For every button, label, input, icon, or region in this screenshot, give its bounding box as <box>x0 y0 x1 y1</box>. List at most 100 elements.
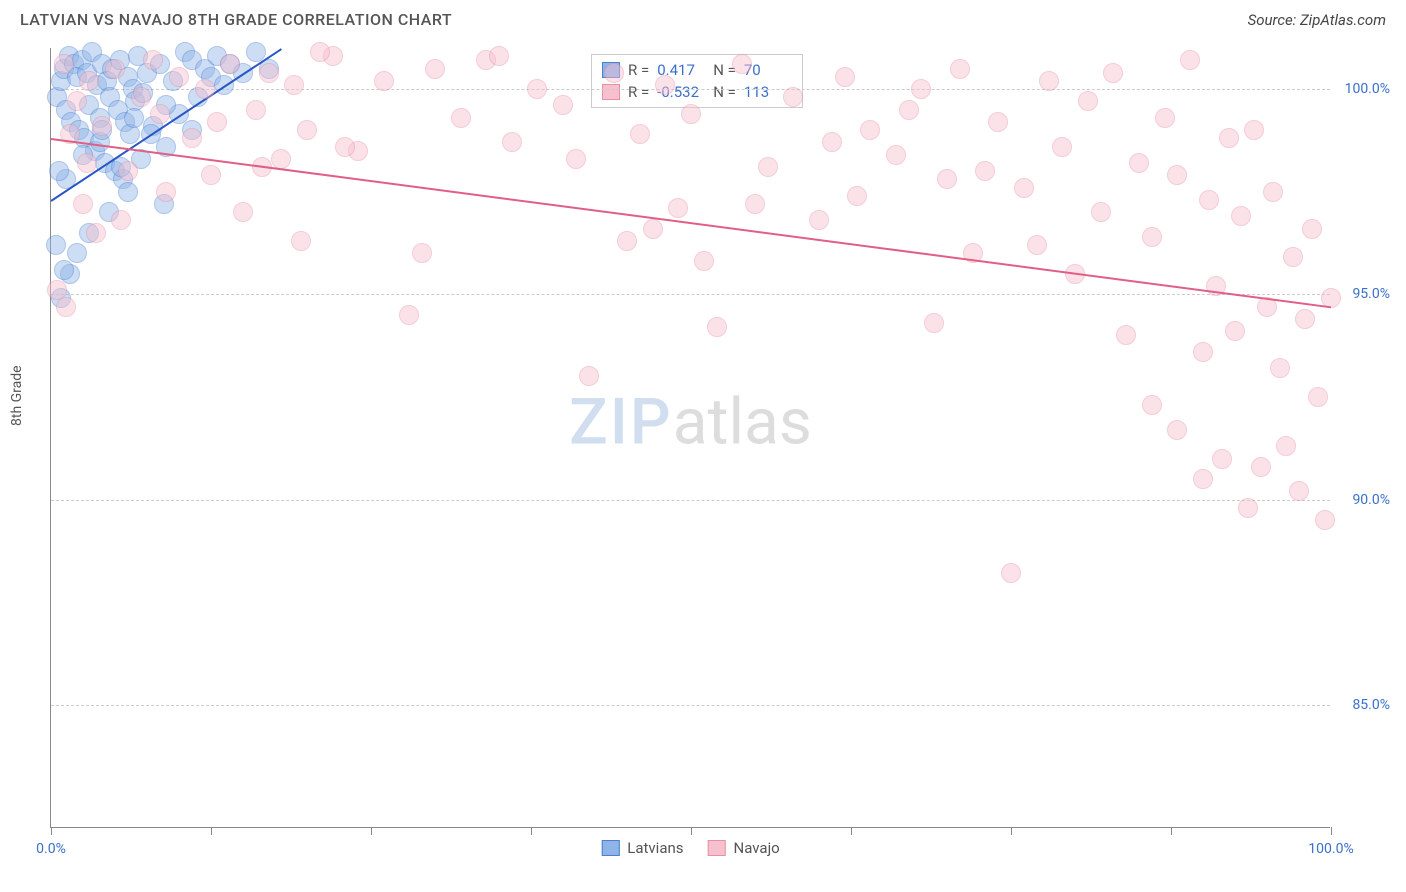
scatter-point <box>49 161 69 181</box>
scatter-point <box>284 75 304 95</box>
scatter-point <box>1283 247 1303 267</box>
watermark: ZIPatlas <box>569 384 812 459</box>
scatter-point <box>988 112 1008 132</box>
scatter-point <box>1315 510 1335 530</box>
scatter-point <box>1244 120 1264 140</box>
legend: LatviansNavajo <box>601 839 779 857</box>
chart-header: LATVIAN VS NAVAJO 8TH GRADE CORRELATION … <box>0 0 1406 35</box>
scatter-point <box>195 79 215 99</box>
scatter-point <box>131 87 151 107</box>
scatter-point <box>1142 227 1162 247</box>
grid-line <box>51 705 1330 706</box>
scatter-point <box>937 169 957 189</box>
grid-line <box>51 294 1330 295</box>
scatter-point <box>291 231 311 251</box>
scatter-point <box>886 145 906 165</box>
y-tick-label: 100.0% <box>1345 81 1390 97</box>
scatter-chart: 8th Grade ZIPatlas R =0.417N =70R =-0.53… <box>50 48 1330 828</box>
scatter-point <box>1091 202 1111 222</box>
scatter-point <box>783 87 803 107</box>
scatter-point <box>758 157 778 177</box>
scatter-point <box>220 54 240 74</box>
x-tick-label: 100.0% <box>1308 841 1353 857</box>
scatter-point <box>604 63 624 83</box>
scatter-point <box>92 116 112 136</box>
scatter-point <box>156 182 176 202</box>
scatter-point <box>975 161 995 181</box>
scatter-point <box>73 194 93 214</box>
scatter-point <box>1078 91 1098 111</box>
scatter-point <box>1167 165 1187 185</box>
legend-item: Latvians <box>601 839 683 857</box>
scatter-point <box>67 91 87 111</box>
stats-row: R =-0.532N =113 <box>602 81 792 103</box>
x-tick <box>1331 827 1332 835</box>
scatter-point <box>111 210 131 230</box>
x-tick <box>691 827 692 835</box>
scatter-point <box>54 260 74 280</box>
scatter-point <box>924 313 944 333</box>
scatter-point <box>46 235 66 255</box>
scatter-point <box>1103 63 1123 83</box>
scatter-point <box>412 243 432 263</box>
scatter-point <box>118 182 138 202</box>
scatter-point <box>553 95 573 115</box>
scatter-point <box>335 137 355 157</box>
x-tick <box>1011 827 1012 835</box>
scatter-point <box>1052 137 1072 157</box>
scatter-point <box>822 132 842 152</box>
y-tick-label: 90.0% <box>1352 492 1390 508</box>
y-axis-label: 8th Grade <box>9 365 25 426</box>
scatter-point <box>86 223 106 243</box>
x-tick <box>531 827 532 835</box>
x-tick <box>371 827 372 835</box>
scatter-point <box>124 108 144 128</box>
scatter-point <box>527 79 547 99</box>
scatter-point <box>207 112 227 132</box>
scatter-point <box>681 104 701 124</box>
scatter-point <box>911 79 931 99</box>
scatter-point <box>1129 153 1149 173</box>
scatter-point <box>425 59 445 79</box>
scatter-point <box>694 251 714 271</box>
scatter-point <box>118 161 138 181</box>
scatter-point <box>835 67 855 87</box>
scatter-point <box>566 149 586 169</box>
legend-swatch <box>708 840 726 856</box>
scatter-point <box>1251 457 1271 477</box>
scatter-point <box>451 108 471 128</box>
x-tick <box>211 827 212 835</box>
grid-line <box>51 89 1330 90</box>
scatter-point <box>1142 395 1162 415</box>
scatter-point <box>169 67 189 87</box>
scatter-point <box>150 104 170 124</box>
scatter-point <box>1231 206 1251 226</box>
scatter-point <box>732 54 752 74</box>
scatter-point <box>297 120 317 140</box>
scatter-point <box>1308 387 1328 407</box>
scatter-point <box>1014 178 1034 198</box>
scatter-point <box>79 71 99 91</box>
y-tick-label: 85.0% <box>1352 697 1390 713</box>
scatter-point <box>67 243 87 263</box>
scatter-point <box>182 128 202 148</box>
x-tick <box>51 827 52 835</box>
scatter-point <box>489 46 509 66</box>
scatter-point <box>259 63 279 83</box>
scatter-point <box>1302 219 1322 239</box>
scatter-point <box>502 132 522 152</box>
grid-line <box>51 500 1330 501</box>
x-tick <box>851 827 852 835</box>
scatter-point <box>1212 449 1232 469</box>
scatter-point <box>56 297 76 317</box>
legend-swatch <box>601 840 619 856</box>
scatter-point <box>579 366 599 386</box>
scatter-point <box>809 210 829 230</box>
scatter-point <box>1155 108 1175 128</box>
scatter-point <box>950 59 970 79</box>
scatter-point <box>310 42 330 62</box>
scatter-point <box>899 100 919 120</box>
chart-source: Source: ZipAtlas.com <box>1248 11 1386 29</box>
scatter-point <box>105 59 125 79</box>
legend-label: Latvians <box>627 839 683 857</box>
